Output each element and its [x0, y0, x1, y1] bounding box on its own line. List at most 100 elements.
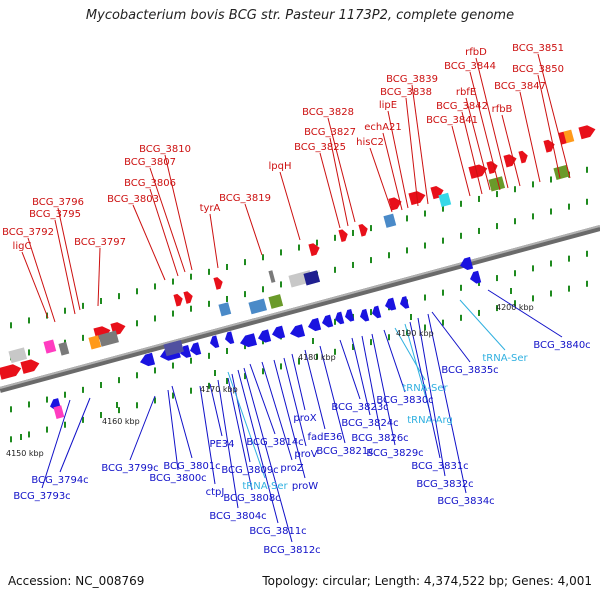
- bottom-gene-label: fadE36: [307, 432, 342, 443]
- tick-mark: [154, 367, 156, 374]
- bottom-leader-line: [209, 383, 223, 437]
- scale-tick: [410, 314, 412, 320]
- tick-mark: [316, 239, 318, 246]
- feature-box: [163, 339, 184, 357]
- tick-mark: [478, 279, 480, 286]
- scale-label: 4160 kbp: [102, 417, 140, 426]
- reverse-gene-arrow: [372, 305, 382, 319]
- tick-mark: [208, 300, 210, 307]
- tick-mark: [262, 368, 264, 375]
- bottom-leader-line: [59, 397, 91, 473]
- bottom-gene-label: BCG_3808c: [223, 493, 280, 504]
- tick-mark: [496, 191, 498, 198]
- feature-box: [248, 298, 268, 315]
- tick-mark: [406, 215, 408, 222]
- scale-tick: [116, 402, 118, 408]
- top-leader-line: [537, 53, 571, 179]
- reverse-gene-arrow: [272, 325, 286, 339]
- tick-mark: [244, 373, 246, 380]
- top-gene-label: BCG_3841: [426, 115, 478, 126]
- top-leader-line: [97, 247, 101, 307]
- scale-tick: [214, 370, 216, 376]
- tick-mark: [460, 200, 462, 207]
- tick-mark: [244, 343, 246, 350]
- tick-mark: [550, 208, 552, 215]
- tick-mark: [46, 396, 48, 403]
- tick-mark: [460, 232, 462, 239]
- bottom-leader-line: [171, 385, 193, 459]
- tick-mark: [118, 377, 120, 384]
- tick-mark: [280, 363, 282, 370]
- tick-mark: [208, 268, 210, 275]
- top-leader-line: [329, 137, 349, 227]
- top-leader-line: [319, 152, 341, 229]
- tick-mark: [406, 247, 408, 254]
- top-gene-label: BCG_3851: [512, 43, 564, 54]
- tick-mark: [172, 310, 174, 317]
- top-gene-label: BCG_3844: [444, 61, 496, 72]
- bottom-leader-line: [291, 353, 306, 411]
- tick-mark: [64, 421, 66, 428]
- tick-mark: [370, 339, 372, 346]
- tick-mark: [460, 314, 462, 321]
- scale-tick: [510, 288, 512, 294]
- bottom-leader-line: [199, 385, 216, 485]
- feature-box: [563, 129, 575, 144]
- scale-label: 4200 kbp: [496, 303, 534, 312]
- tick-mark: [514, 218, 516, 225]
- tick-mark: [334, 348, 336, 355]
- bottom-gene-label: BCG_3829c: [366, 448, 423, 459]
- top-gene-label: hisC2: [356, 137, 384, 148]
- top-leader-line: [405, 97, 419, 207]
- bottom-gene-label: tRNA-Ser: [402, 383, 448, 394]
- tick-mark: [82, 386, 84, 393]
- tick-mark: [280, 281, 282, 288]
- top-gene-label: BCG_3838: [380, 87, 432, 98]
- top-gene-label: BCG_3795: [29, 209, 81, 220]
- tick-mark: [352, 229, 354, 236]
- label-leader-lines: [21, 53, 571, 543]
- tick-mark: [352, 343, 354, 350]
- tick-mark: [172, 362, 174, 369]
- feature-box: [383, 213, 397, 228]
- bottom-leader-line: [404, 323, 431, 413]
- top-gene-label: lpqH: [269, 161, 292, 172]
- tick-mark: [10, 406, 12, 413]
- tick-mark: [550, 176, 552, 183]
- feature-box: [218, 302, 232, 317]
- feature-box: [438, 192, 452, 207]
- tick-mark: [496, 275, 498, 282]
- tick-mark: [136, 320, 138, 327]
- bottom-gene-label: BCG_3799c: [101, 463, 158, 474]
- top-leader-line: [537, 74, 561, 179]
- forward-gene-arrow: [0, 364, 22, 380]
- bottom-gene-label: proZ: [280, 463, 303, 474]
- scale-label: 4190 kbp: [396, 329, 434, 338]
- bottom-gene-label: ctpJ: [206, 487, 225, 498]
- bottom-leader-line: [227, 377, 253, 491]
- top-gene-label: lipE: [379, 100, 397, 111]
- feature-box: [8, 347, 28, 364]
- tick-mark: [154, 397, 156, 404]
- top-gene-label: BCG_3807: [124, 157, 176, 168]
- feature-box: [53, 405, 65, 419]
- forward-gene-arrow: [543, 139, 555, 153]
- tick-mark: [262, 254, 264, 261]
- tick-mark: [370, 225, 372, 232]
- tick-mark: [190, 357, 192, 364]
- tick-mark: [244, 291, 246, 298]
- scale-label: 4180 kbp: [298, 353, 336, 362]
- reverse-gene-arrow: [190, 342, 202, 356]
- top-leader-line: [164, 154, 193, 271]
- top-leader-line: [469, 71, 501, 191]
- tick-mark: [442, 289, 444, 296]
- top-gene-label: rfbD: [465, 47, 487, 58]
- top-gene-label: rbfE: [456, 87, 476, 98]
- tick-mark: [568, 255, 570, 262]
- genome-backbone: [0, 225, 600, 393]
- top-leader-line: [209, 213, 219, 269]
- forward-gene-arrow: [338, 229, 348, 242]
- tick-mark: [424, 242, 426, 249]
- top-gene-label: BCG_3825: [294, 142, 346, 153]
- top-leader-line: [327, 117, 356, 223]
